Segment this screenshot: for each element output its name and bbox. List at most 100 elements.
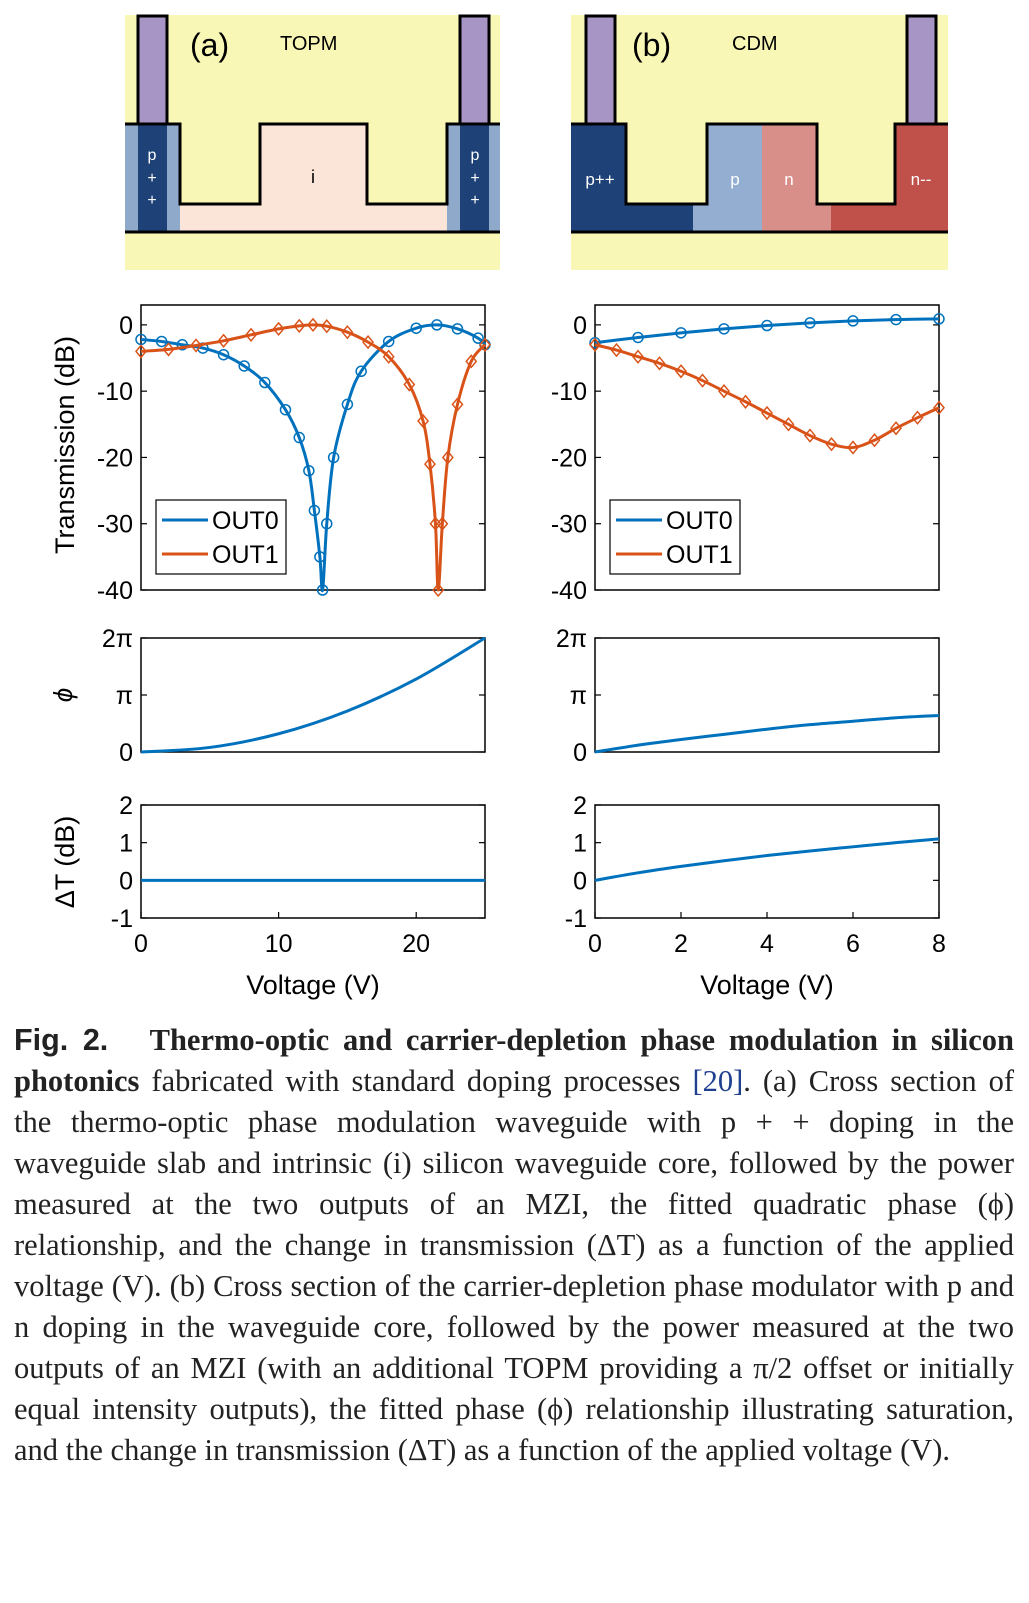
out0-a-marker: [279, 403, 292, 416]
out1-b-marker: [675, 364, 687, 379]
transmission-ylabel: Transmission (dB): [50, 336, 80, 554]
transmission-b-ytick-label: -40: [551, 577, 587, 605]
out1-b-marker: [696, 373, 709, 388]
delta-t-a-xtick-label: 0: [134, 930, 148, 958]
delta-t-a-xtick-label: 10: [265, 930, 293, 958]
phase-a-axes-box: [140, 637, 486, 753]
out1-b-marker: [653, 356, 666, 371]
out1-a-marker: [382, 349, 395, 364]
out0-a-marker: [259, 376, 271, 389]
out1-a-marker: [320, 319, 333, 334]
out1-a-marker: [451, 397, 464, 412]
figure-caption: Fig. 2. Thermo-optic and carrier-depleti…: [14, 1020, 1014, 1471]
delta-t-plot-b: 210-10 2 4 6 8: [565, 792, 946, 958]
phase-a-line: [140, 636, 486, 754]
svg-text:+: +: [470, 170, 479, 187]
delta-t-a-ytick-label: -1: [111, 905, 133, 933]
out1-a-marker: [362, 334, 375, 350]
delta-t-a-ytick-label: 0: [119, 867, 133, 895]
cross-section-a: (a) TOPM i p + + p + +: [125, 14, 500, 270]
transmission-a-ytick-label: -20: [97, 444, 133, 472]
out1-b-marker: [847, 440, 859, 455]
out1-b-marker: [610, 342, 623, 358]
out1-b-marker: [632, 349, 644, 364]
pplus-label-b: p++: [585, 170, 614, 189]
delta-t-a-xtick-label: 20: [402, 930, 430, 958]
device-label-b: CDM: [732, 33, 778, 55]
right-contact-label-a: p + +: [470, 147, 479, 209]
out1-b-marker: [911, 410, 924, 425]
phase-b-ytick-label: 2π: [556, 625, 587, 653]
out0-a-marker: [176, 339, 189, 351]
out0-a-marker: [472, 332, 484, 344]
out1-b-marker: [825, 437, 838, 452]
out1-b-marker: [589, 337, 601, 352]
out1-a-marker: [341, 325, 354, 340]
cross-section-b: (b) CDM p++ p n n--: [571, 14, 948, 270]
legend-entry-out1: OUT1: [212, 541, 279, 569]
out0-b-marker: [675, 327, 687, 339]
phase-b-line: [594, 714, 940, 754]
transmission-a-ytick-label: -30: [97, 511, 133, 539]
delta-t-a-ytick-label: 1: [119, 830, 133, 858]
core-label-a: i: [311, 167, 315, 187]
delta-t-b-xtick-label: 0: [588, 930, 602, 958]
out0-a-marker: [355, 365, 367, 378]
legend-box: [155, 499, 287, 575]
out1-a-marker: [307, 317, 319, 333]
panel-label-a: (a): [190, 27, 229, 63]
out0-a-marker: [431, 319, 443, 331]
out1-b-marker: [739, 394, 752, 409]
out1-a-marker: [479, 337, 491, 352]
transmission-b-ytick-label: -10: [551, 378, 587, 406]
out0-b-marker: [933, 313, 945, 325]
transmission-plot-b: 0 -10 -20 -30 -40 OUT0 OUT1: [551, 304, 945, 605]
transmission-a-ytick-label: 0: [119, 312, 133, 340]
out0-b-marker: [718, 323, 730, 335]
delta-t-b-ytick-label: -1: [565, 905, 587, 933]
out0-a-marker: [308, 504, 321, 517]
out0-a-marker: [316, 584, 329, 596]
out1-b-marker: [890, 421, 902, 436]
xlabel-b: Voltage (V): [700, 970, 834, 1000]
out0-a-marker: [341, 398, 354, 411]
delta-t-b-line: [594, 837, 940, 882]
phase-ylabel: ϕ: [48, 688, 78, 702]
transmission-b-ytick-label: -20: [551, 444, 587, 472]
delta-t-b-xtick-label: 8: [932, 930, 946, 958]
n-label-b: n: [784, 170, 793, 189]
out0-a-marker: [314, 551, 326, 563]
out0-a-marker: [321, 517, 333, 530]
out1-b-line: [594, 343, 940, 450]
out1-a-marker: [423, 456, 436, 472]
transmission-b-ytick-label: 0: [573, 312, 587, 340]
legend-entry-out0: OUT0: [212, 507, 279, 535]
out1-b-marker: [782, 417, 795, 432]
left-contact-label-a: p + +: [147, 147, 156, 209]
delta-t-b-ytick-label: 2: [573, 792, 587, 820]
figure: (a) TOPM i p++ p++ (b) CDM p++ p n n--: [48, 14, 948, 1000]
out1-a-marker: [403, 377, 416, 392]
out0-a-marker: [238, 360, 250, 372]
nminus-label-b: n--: [911, 170, 932, 189]
out1-a-marker: [135, 344, 147, 359]
out1-a-marker: [245, 327, 258, 342]
caption-ref-link[interactable]: [20]: [692, 1064, 744, 1098]
delta-t-b-xtick-label: 2: [674, 930, 688, 958]
transmission-a-ytick-label: -10: [97, 378, 133, 406]
phase-a-ytick-label: 0: [119, 739, 133, 767]
legend-entry-out0: OUT0: [666, 507, 733, 535]
out0-a-marker: [303, 464, 315, 477]
device-label-a: TOPM: [280, 33, 337, 55]
delta-t-ylabel: ΔT (dB): [50, 816, 80, 909]
caption-label: Fig. 2.: [14, 1023, 109, 1057]
svg-text:p: p: [471, 147, 480, 164]
out0-b-marker: [632, 331, 644, 344]
delta-t-b-ytick-label: 0: [573, 867, 587, 895]
out0-a-marker: [410, 322, 422, 334]
phase-a-ytick-label: 2π: [102, 625, 133, 653]
out0-a-marker: [155, 335, 168, 348]
delta-t-b-xtick-label: 6: [846, 930, 860, 958]
legend-entry-out1: OUT1: [666, 541, 733, 569]
phase-plot-a: 2π π 0: [102, 625, 486, 767]
